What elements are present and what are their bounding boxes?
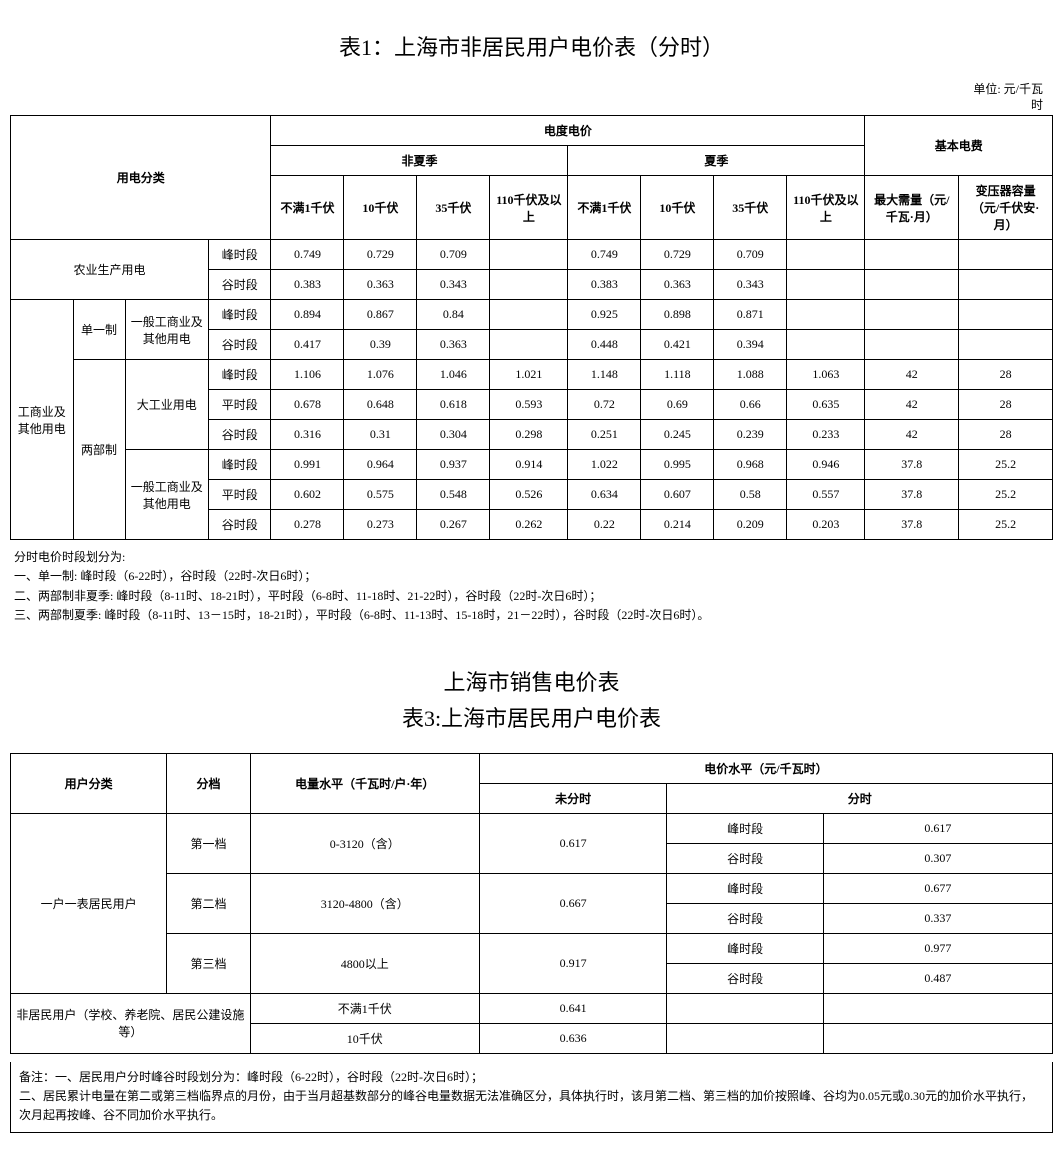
usage-label: 3120-4800（含） — [250, 873, 479, 933]
voltage-label: 不满1千伏 — [250, 993, 479, 1023]
table1-notes: 分时电价时段划分为: 一、单一制: 峰时段（6-22时），谷时段（22时-次日6… — [10, 548, 1053, 625]
period-label: 平时段 — [208, 390, 271, 420]
hdr-nosplit: 未分时 — [479, 783, 667, 813]
period-label: 谷时段 — [667, 843, 823, 873]
tier-label: 第二档 — [167, 873, 250, 933]
usage-label: 4800以上 — [250, 933, 479, 993]
hdr-v4s: 110千伏及以上 — [787, 176, 865, 240]
hdr-trans: 变压器容量（元/千伏安·月） — [959, 176, 1053, 240]
table-row: 一户一表居民用户 第一档 0-3120（含） 0.617 峰时段 0.617 — [11, 813, 1053, 843]
table-row: 非居民用户（学校、养老院、居民公建设施等） 不满1千伏 0.641 — [11, 993, 1053, 1023]
hdr-v2: 10千伏 — [344, 176, 417, 240]
period-label: 谷时段 — [208, 510, 271, 540]
hdr-v2s: 10千伏 — [641, 176, 714, 240]
cat-nonres: 非居民用户（学校、养老院、居民公建设施等） — [11, 993, 251, 1053]
table-row: 第二档 3120-4800（含） 0.667 峰时段 0.677 — [11, 873, 1053, 903]
table-row: 农业生产用电 峰时段 0.7490.7290.709 0.7490.7290.7… — [11, 240, 1053, 270]
hdr-usage: 电量水平（千瓦时/户·年） — [250, 753, 479, 813]
hdr-v3: 35千伏 — [417, 176, 490, 240]
hdr-tier: 分档 — [167, 753, 250, 813]
period-label: 峰时段 — [667, 813, 823, 843]
cat-agri: 农业生产用电 — [11, 240, 209, 300]
cat-large: 大工业用电 — [125, 360, 208, 450]
hdr-v4: 110千伏及以上 — [490, 176, 568, 240]
cat-general: 一般工商业及其他用电 — [125, 300, 208, 360]
period-label: 谷时段 — [208, 270, 271, 300]
period-label: 峰时段 — [208, 450, 271, 480]
table-row: 工商业及其他用电 单一制 一般工商业及其他用电 峰时段 0.8940.8670.… — [11, 300, 1053, 330]
hdr-v1s: 不满1千伏 — [568, 176, 641, 240]
hdr-v1: 不满1千伏 — [271, 176, 344, 240]
cat-comm: 工商业及其他用电 — [11, 300, 74, 540]
hdr-max: 最大需量（元/千瓦·月） — [865, 176, 959, 240]
tier-label: 第一档 — [167, 813, 250, 873]
usage-label: 0-3120（含） — [250, 813, 479, 873]
voltage-label: 10千伏 — [250, 1023, 479, 1053]
period-label: 谷时段 — [667, 903, 823, 933]
hdr-v3s: 35千伏 — [714, 176, 787, 240]
table-row: 一般工商业及其他用电 峰时段 0.9910.9640.9370.914 1.02… — [11, 450, 1053, 480]
period-label: 谷时段 — [208, 420, 271, 450]
hdr-price: 电价水平（元/千瓦时） — [479, 753, 1052, 783]
hdr-split: 分时 — [667, 783, 1053, 813]
hdr-nonsummer: 非夏季 — [271, 146, 568, 176]
period-label: 峰时段 — [208, 360, 271, 390]
hdr-usercat: 用户分类 — [11, 753, 167, 813]
table1-title: 表1：上海市非居民用户电价表（分时） — [10, 30, 1053, 62]
period-label: 峰时段 — [667, 933, 823, 963]
hdr-summer: 夏季 — [568, 146, 865, 176]
table3-supertitle: 上海市销售电价表 — [10, 665, 1053, 697]
table3-notes: 备注：一、居民用户分时峰谷时段划分为：峰时段（6-22时），谷时段（22时-次日… — [10, 1062, 1053, 1133]
tier-label: 第三档 — [167, 933, 250, 993]
cat-general2: 一般工商业及其他用电 — [125, 450, 208, 540]
period-label: 峰时段 — [208, 300, 271, 330]
table-row: 两部制 大工业用电 峰时段 1.1061.0761.0461.021 1.148… — [11, 360, 1053, 390]
hdr-basic: 基本电费 — [865, 116, 1053, 176]
period-label: 峰时段 — [667, 873, 823, 903]
period-label: 谷时段 — [208, 330, 271, 360]
cat-single: 单一制 — [73, 300, 125, 360]
period-label: 平时段 — [208, 480, 271, 510]
cat-single-meter: 一户一表居民用户 — [11, 813, 167, 993]
table-row: 第三档 4800以上 0.917 峰时段 0.977 — [11, 933, 1053, 963]
table3: 用户分类 分档 电量水平（千瓦时/户·年） 电价水平（元/千瓦时） 未分时 分时… — [10, 753, 1053, 1054]
table3-title: 表3:上海市居民用户电价表 — [10, 701, 1053, 733]
period-label: 谷时段 — [667, 963, 823, 993]
table1: 用电分类 电度电价 基本电费 非夏季 夏季 不满1千伏 10千伏 35千伏 11… — [10, 115, 1053, 540]
hdr-category: 用电分类 — [11, 116, 271, 240]
period-label: 峰时段 — [208, 240, 271, 270]
cat-two: 两部制 — [73, 360, 125, 540]
unit-label: 单位: 元/千瓦 时 — [10, 82, 1053, 113]
hdr-energy: 电度电价 — [271, 116, 865, 146]
